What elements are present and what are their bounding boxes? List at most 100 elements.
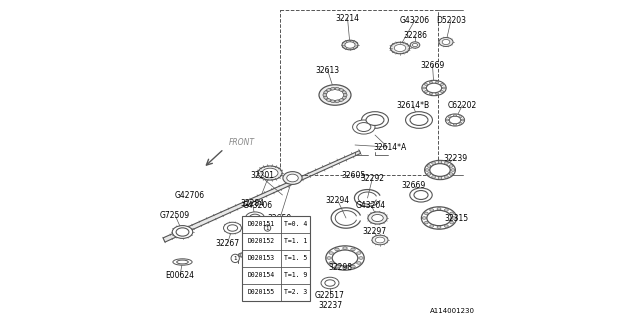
Ellipse shape [449, 116, 461, 124]
Text: 32239: 32239 [443, 154, 467, 163]
Ellipse shape [262, 168, 278, 178]
Text: 32237: 32237 [318, 300, 342, 309]
Ellipse shape [450, 212, 454, 215]
Circle shape [231, 254, 239, 262]
Text: 32614*A: 32614*A [373, 142, 406, 151]
Ellipse shape [412, 44, 417, 47]
Ellipse shape [461, 119, 464, 121]
Ellipse shape [424, 91, 428, 92]
Text: 32298: 32298 [328, 263, 352, 273]
Ellipse shape [326, 90, 344, 100]
Text: D020154: D020154 [248, 272, 275, 278]
Text: 32650: 32650 [268, 213, 292, 222]
Ellipse shape [331, 87, 335, 90]
Ellipse shape [422, 217, 426, 219]
Ellipse shape [449, 165, 453, 167]
Ellipse shape [245, 212, 264, 224]
Text: FRONT: FRONT [229, 138, 255, 147]
Ellipse shape [448, 116, 451, 117]
Text: D020152: D020152 [248, 238, 275, 244]
Ellipse shape [429, 225, 433, 227]
Ellipse shape [437, 226, 441, 228]
Ellipse shape [324, 97, 328, 99]
Ellipse shape [326, 99, 330, 101]
Bar [242, 216, 310, 301]
Text: G72509: G72509 [160, 211, 190, 220]
Ellipse shape [356, 262, 361, 264]
Ellipse shape [422, 80, 446, 96]
Text: D020153: D020153 [248, 255, 275, 261]
Text: G43206: G43206 [243, 201, 273, 210]
Ellipse shape [429, 81, 433, 83]
Ellipse shape [445, 114, 465, 126]
Ellipse shape [240, 253, 266, 257]
Ellipse shape [321, 277, 339, 289]
Text: 32614*B: 32614*B [396, 100, 429, 109]
Text: 32613: 32613 [316, 66, 340, 75]
Ellipse shape [421, 207, 456, 229]
Ellipse shape [329, 262, 333, 264]
Ellipse shape [323, 94, 326, 96]
Text: 32201: 32201 [250, 171, 275, 180]
Ellipse shape [427, 173, 431, 175]
Ellipse shape [324, 91, 328, 93]
Ellipse shape [238, 252, 267, 258]
Ellipse shape [390, 42, 410, 54]
Text: D020151: D020151 [248, 221, 275, 228]
Ellipse shape [331, 100, 335, 102]
Ellipse shape [459, 123, 462, 124]
Ellipse shape [444, 225, 448, 227]
Ellipse shape [172, 226, 193, 238]
Ellipse shape [427, 210, 451, 226]
Text: 32669: 32669 [402, 180, 426, 189]
Ellipse shape [375, 237, 385, 243]
Ellipse shape [444, 176, 448, 178]
Text: 32267: 32267 [216, 238, 239, 247]
Text: A114001230: A114001230 [430, 308, 475, 314]
Ellipse shape [432, 162, 436, 164]
Ellipse shape [414, 190, 428, 199]
Ellipse shape [444, 162, 448, 164]
Ellipse shape [437, 207, 441, 210]
Text: 32286: 32286 [403, 30, 427, 39]
Ellipse shape [410, 115, 428, 125]
Ellipse shape [426, 83, 442, 93]
Ellipse shape [430, 164, 451, 176]
Text: 32605: 32605 [342, 171, 366, 180]
Ellipse shape [444, 209, 448, 211]
Ellipse shape [368, 212, 387, 224]
Ellipse shape [335, 248, 339, 251]
Ellipse shape [427, 165, 431, 167]
Ellipse shape [429, 209, 433, 211]
Ellipse shape [326, 246, 364, 270]
Ellipse shape [410, 188, 432, 202]
Ellipse shape [422, 87, 426, 89]
Ellipse shape [335, 265, 339, 268]
Text: 32294: 32294 [325, 196, 349, 204]
Ellipse shape [440, 91, 444, 92]
Ellipse shape [327, 257, 332, 259]
Ellipse shape [459, 116, 462, 117]
Text: G43206: G43206 [400, 15, 430, 25]
Ellipse shape [394, 44, 406, 52]
Ellipse shape [345, 42, 355, 48]
Text: T=2. 3: T=2. 3 [284, 289, 307, 295]
Text: T=1. 5: T=1. 5 [284, 255, 307, 261]
Ellipse shape [424, 84, 428, 85]
Ellipse shape [410, 42, 420, 48]
Ellipse shape [343, 94, 347, 96]
Ellipse shape [335, 100, 339, 102]
Ellipse shape [366, 115, 384, 125]
Ellipse shape [173, 259, 192, 265]
Ellipse shape [353, 120, 375, 134]
Text: T=0. 4: T=0. 4 [284, 221, 307, 228]
Text: 32271: 32271 [248, 263, 272, 273]
Ellipse shape [342, 40, 358, 50]
Polygon shape [163, 151, 360, 242]
Ellipse shape [319, 85, 351, 105]
Ellipse shape [223, 222, 241, 234]
Ellipse shape [332, 250, 358, 266]
Ellipse shape [452, 217, 456, 219]
Ellipse shape [372, 214, 383, 221]
Text: 32297: 32297 [362, 228, 386, 236]
